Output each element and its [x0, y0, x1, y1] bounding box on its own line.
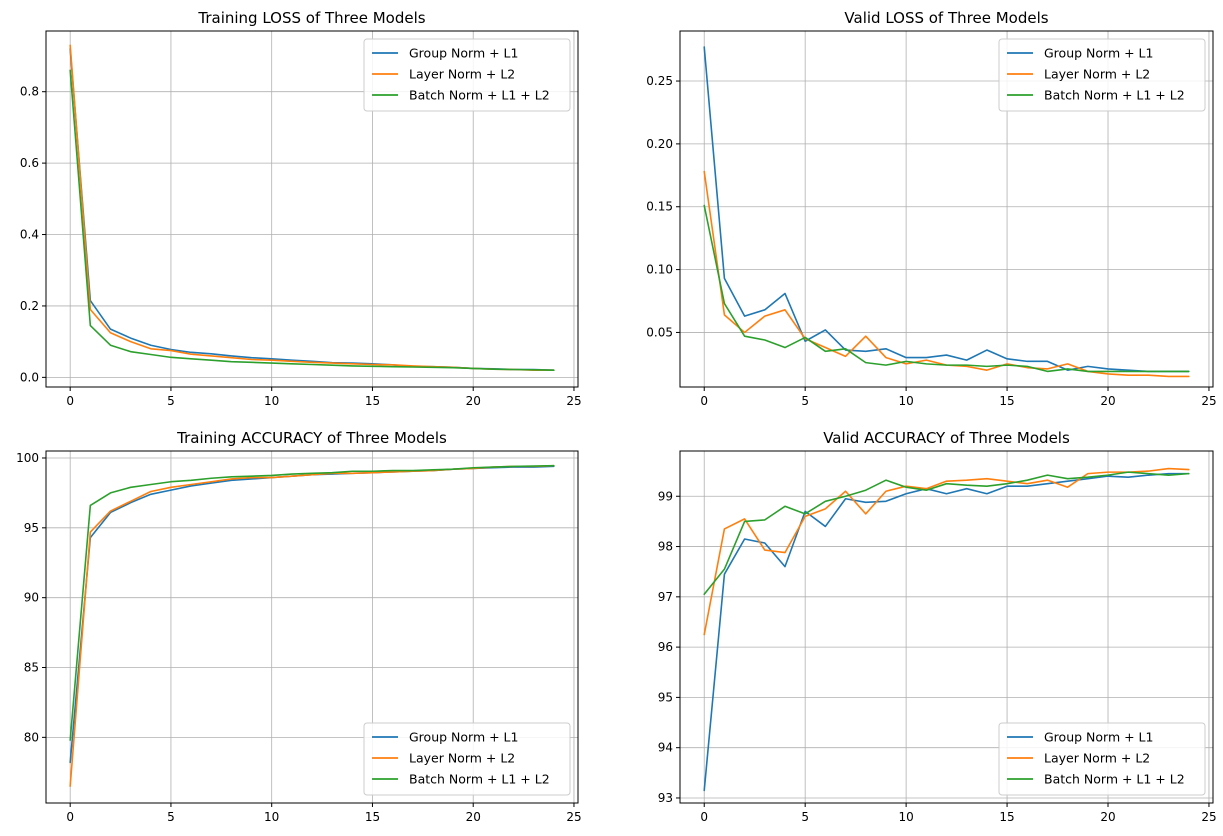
- y-tick-label: 0.20: [646, 137, 673, 151]
- x-tick-label: 10: [898, 394, 913, 408]
- y-tick-label: 0.6: [20, 156, 39, 170]
- series-line-2: [703, 467, 1190, 636]
- plot-frame: [679, 30, 1214, 388]
- x-tick-label: 0: [700, 394, 708, 408]
- legend: Group Norm + L1 Layer Norm + L2 Batch Norm…: [363, 722, 571, 796]
- legend: Group Norm + L1 Layer Norm + L2 Batch Norm…: [998, 38, 1206, 112]
- legend-label: Batch Norm + L1 + L2: [1044, 772, 1185, 787]
- x-tick-label: 15: [999, 394, 1014, 408]
- series-line-1: [703, 472, 1190, 792]
- series-line-3: [703, 204, 1190, 373]
- y-tick-label: 99: [658, 489, 673, 503]
- x-tick-label: 5: [167, 810, 175, 824]
- plot-frame: [45, 30, 579, 388]
- x-tick-label: 20: [1100, 394, 1115, 408]
- x-tick-label: 0: [66, 810, 74, 824]
- x-tick-label: 5: [801, 394, 809, 408]
- y-tick-label: 98: [658, 540, 673, 554]
- y-tick-label: 0.05: [646, 325, 673, 339]
- legend-label: Group Norm + L1: [1044, 730, 1153, 745]
- legend-label: Layer Norm + L2: [1044, 751, 1150, 766]
- x-tick-label: 10: [264, 394, 279, 408]
- x-tick-label: 5: [167, 394, 175, 408]
- y-tick-label: 85: [24, 661, 39, 675]
- x-tick-label: 15: [365, 810, 380, 824]
- legend-label: Layer Norm + L2: [409, 751, 515, 766]
- y-tick-label: 0.8: [20, 85, 39, 99]
- x-tick-label: 0: [700, 810, 708, 824]
- legend-label: Batch Norm + L1 + L2: [1044, 88, 1185, 103]
- y-tick-label: 97: [658, 590, 673, 604]
- legend-label: Group Norm + L1: [1044, 46, 1153, 61]
- x-tick-label: 20: [1100, 810, 1115, 824]
- chart-panel-2: 0 5 10 15 20 25 0.05 0.10 0.15 0.20 0.25 Valid LOSS…: [646, 9, 1216, 408]
- x-tick-label: 25: [566, 394, 581, 408]
- chart-title: Valid ACCURACY of Three Models: [823, 429, 1070, 447]
- x-tick-label: 15: [365, 394, 380, 408]
- x-tick-label: 10: [898, 810, 913, 824]
- legend-box: [998, 722, 1206, 796]
- chart-panel-4: 0 5 10 15 20 25 93 94 95 96 97 98 99 Valid ACCURACY o…: [658, 429, 1217, 824]
- y-tick-label: 0.15: [646, 200, 673, 214]
- x-tick-label: 20: [466, 810, 481, 824]
- legend-label: Group Norm + L1: [409, 730, 518, 745]
- chart-panel-3: 0 5 10 15 20 25 80 85 90 95 100 Training ACCURACY o…: [16, 429, 582, 824]
- chart-title: Training LOSS of Three Models: [197, 9, 425, 27]
- y-tick-label: 90: [24, 591, 39, 605]
- series-line-3: [69, 464, 555, 741]
- legend-label: Layer Norm + L2: [1044, 67, 1150, 82]
- x-tick-label: 25: [566, 810, 581, 824]
- legend-label: Batch Norm + L1 + L2: [409, 88, 550, 103]
- legend-box: [363, 38, 571, 112]
- chart-title: Training ACCURACY of Three Models: [176, 429, 447, 447]
- x-tick-label: 0: [66, 394, 74, 408]
- y-tick-label: 0.10: [646, 263, 673, 277]
- y-tick-label: 0.2: [20, 299, 39, 313]
- legend: Group Norm + L1 Layer Norm + L2 Batch Norm…: [998, 722, 1206, 796]
- x-tick-label: 10: [264, 810, 279, 824]
- y-tick-label: 0.25: [646, 74, 673, 88]
- x-tick-label: 25: [1201, 394, 1216, 408]
- y-tick-label: 80: [24, 730, 39, 744]
- chart-title: Valid LOSS of Three Models: [844, 9, 1048, 27]
- y-tick-label: 0.0: [20, 370, 39, 384]
- chart-panel-1: 0 5 10 15 20 25 0.0 0.2 0.4 0.6 0.8 Training LOSS o…: [20, 9, 582, 408]
- legend-label: Batch Norm + L1 + L2: [409, 772, 550, 787]
- y-tick-label: 93: [658, 791, 673, 805]
- series-line-1: [703, 46, 1190, 373]
- legend-label: Layer Norm + L2: [409, 67, 515, 82]
- legend: Group Norm + L1 Layer Norm + L2 Batch Norm…: [363, 38, 571, 112]
- series-line-3: [69, 69, 555, 372]
- y-tick-label: 94: [658, 741, 673, 755]
- series-line-3: [703, 471, 1190, 596]
- y-tick-label: 95: [658, 690, 673, 704]
- x-tick-label: 15: [999, 810, 1014, 824]
- x-tick-label: 20: [466, 394, 481, 408]
- y-tick-label: 0.4: [20, 228, 39, 242]
- x-tick-label: 5: [801, 810, 809, 824]
- plot-frame: [45, 450, 579, 804]
- legend-box: [998, 38, 1206, 112]
- y-tick-label: 96: [658, 640, 673, 654]
- x-tick-label: 25: [1201, 810, 1216, 824]
- legend-label: Group Norm + L1: [409, 46, 518, 61]
- legend-box: [363, 722, 571, 796]
- y-tick-label: 100: [16, 451, 39, 465]
- plot-frame: [679, 450, 1214, 804]
- y-tick-label: 95: [24, 521, 39, 535]
